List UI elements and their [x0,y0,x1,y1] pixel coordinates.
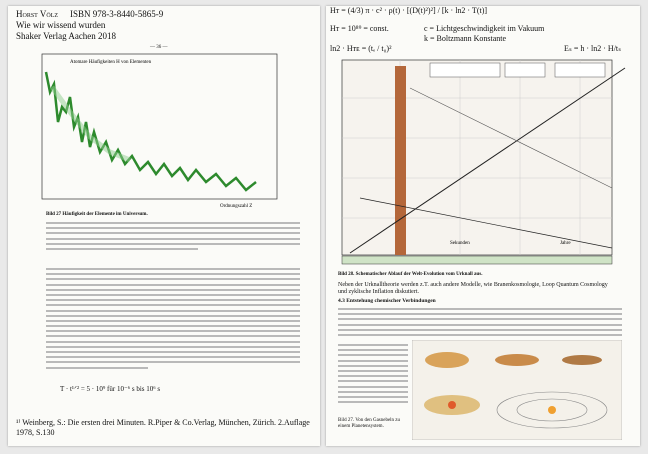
page-number: — 36 — [150,45,168,50]
planet-illustration [412,340,622,440]
figure-title: Atomare Häufigkeiten H von Elementen [70,60,152,65]
footnote: ¹⁾ Weinberg, S.: Die ersten drei Minuten… [16,418,316,438]
section-heading: 4.3 Entstehung chemischer Verbindungen [338,298,436,304]
formula-3: ln2 · Hᴛᴇ = (tₑ / t₀)² [330,44,391,53]
author: Horst Völz [16,9,58,19]
body-text [46,268,300,372]
formula: T · t¹ᐟ² = 5 · 10⁹ für 10⁻⁶ s bis 10⁶ s [60,385,160,393]
caption-3: Bild 27. Von den Gasnebeln zu einem Plan… [338,418,408,430]
book-title: Wie wir wissend wurden [16,20,105,30]
publisher: Shaker Verlag Aachen 2018 [16,31,116,41]
caption-2: Bild 28. Schematischer Ablauf der Welt-E… [338,272,482,277]
legend-k: k = Boltzmann Konstante [424,34,506,43]
evolution-figure: Sekunden Jahre [340,58,630,268]
caption: Bild 27 Häufigkeit der Elemente im Unive… [46,212,148,217]
formula-2: Hᴛ = 10⁸⁹ = const. [330,24,389,33]
formula-1: Hᴛ = (4/3) π · c² · ρ(t) · [(D(t)²)²] / … [330,6,487,15]
screenshot: Horst Völz ISBN 978-3-8440-5865-9 Wie wi… [0,0,648,454]
paragraph: Neben der Urknalltheorie werden z.T. auc… [338,282,618,296]
x-axis-label: Ordnungszahl Z [220,204,252,209]
isbn: ISBN 978-3-8440-5865-9 [70,9,163,19]
body-text [338,308,622,339]
formula-4: Eₛ = h · ln2 · H/tₛ [564,44,621,53]
abundance-figure: Atomare Häufigkeiten H von Elementen Ord… [30,52,280,212]
body-text [338,344,408,406]
body-text [46,222,300,253]
axis-seconds: Sekunden [450,241,470,246]
axis-years: Jahre [560,241,571,246]
legend-c: c = Lichtgeschwindigkeit im Vakuum [424,24,544,33]
